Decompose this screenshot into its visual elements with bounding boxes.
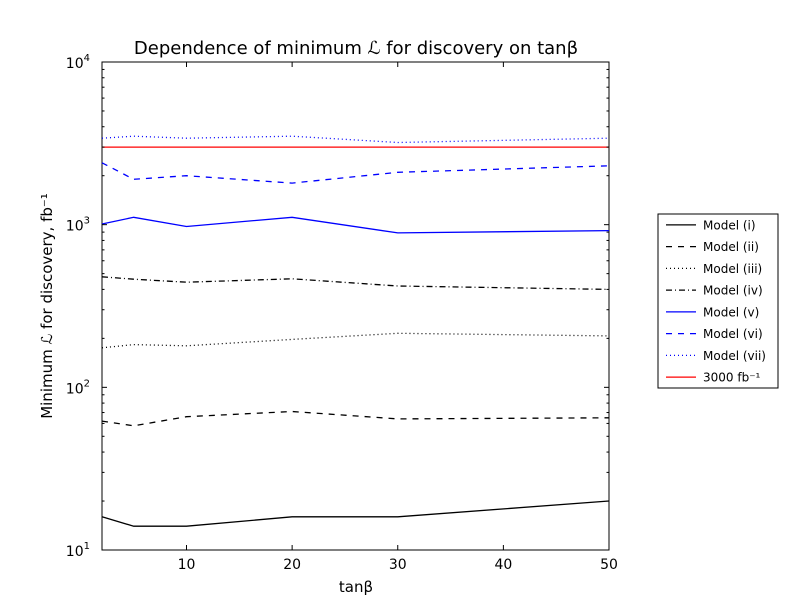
y-tick-exponent: 4 <box>84 53 90 64</box>
legend: Model (i) Model (ii) Model (iii) Model (iv)… <box>657 213 779 389</box>
y-tick-exponent: 2 <box>84 378 90 389</box>
y-tick-label: 104 <box>66 53 90 72</box>
x-tick-label: 40 <box>494 557 512 573</box>
legend-frame <box>657 213 779 389</box>
legend-label-model-vi: Model (vi) <box>703 327 763 341</box>
legend-label-model-ii: Model (ii) <box>703 240 759 254</box>
legend-label-3000-fb: 3000 fb⁻¹ <box>703 371 761 385</box>
legend-label-model-i: Model (i) <box>703 218 756 232</box>
legend-items: Model (i) Model (ii) Model (iii) Model (iv)… <box>666 218 766 385</box>
series-line-model-ii <box>101 410 610 427</box>
x-tick-label: 20 <box>283 557 301 573</box>
y-tick-exponent: 3 <box>84 216 90 227</box>
plot-frame <box>101 61 610 551</box>
legend-label-model-iv: Model (iv) <box>703 284 763 298</box>
plot-area: 10 20 30 40 50 101 102 103 104 <box>66 53 618 573</box>
series-line-model-vi <box>101 162 610 184</box>
y-tick-label: 102 <box>66 378 90 397</box>
legend-label-model-iii: Model (iii) <box>703 262 762 276</box>
legend-label-model-vii: Model (vii) <box>703 349 766 363</box>
x-tick-label: 50 <box>600 557 618 573</box>
x-tick-label: 10 <box>178 557 196 573</box>
y-tick-exponent: 1 <box>84 541 90 552</box>
series-line-model-iv <box>101 276 610 291</box>
series-line-model-v <box>101 216 610 234</box>
series-line-model-i <box>101 500 610 527</box>
y-tick-label: 101 <box>66 541 90 560</box>
x-axis-label: tanβ <box>339 578 373 596</box>
x-tick-label: 30 <box>389 557 407 573</box>
legend-label-model-v: Model (v) <box>703 305 759 319</box>
chart-title: Dependence of minimum ℒ for discovery on… <box>134 38 578 59</box>
x-axis-ticks: 10 20 30 40 50 <box>178 62 618 573</box>
series-layer <box>101 135 610 527</box>
y-tick-label: 103 <box>66 216 90 235</box>
y-axis-label: Minimum ℒ for discovery, fb⁻¹ <box>38 193 56 419</box>
